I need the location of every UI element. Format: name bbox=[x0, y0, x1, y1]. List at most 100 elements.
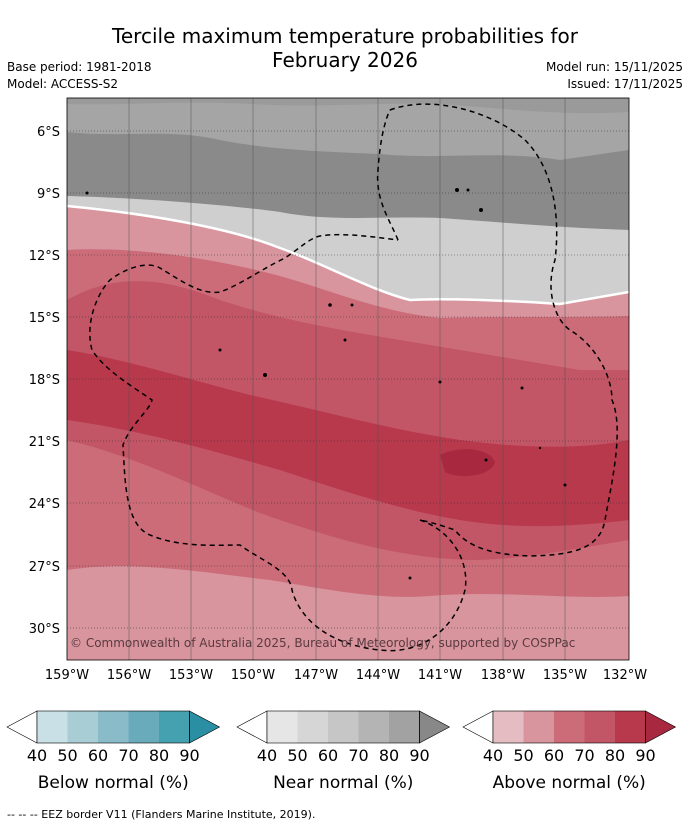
above-normal-bottom-light bbox=[67, 566, 629, 660]
colorbar-segment bbox=[358, 711, 389, 743]
colorbar-extend-low bbox=[462, 710, 494, 744]
map-title: Tercile maximum temperature probabilitie… bbox=[0, 24, 690, 72]
island bbox=[484, 458, 488, 462]
colorbar-extend-high bbox=[419, 710, 451, 744]
colorbar-label: Below normal (%) bbox=[38, 773, 189, 793]
map-frame bbox=[66, 97, 630, 661]
colorbar-below-normal: 40 50 60 70 80 90 Below normal (%) bbox=[6, 710, 221, 793]
island bbox=[85, 191, 89, 195]
lat-label: 24°S bbox=[29, 497, 60, 512]
above-normal-edge bbox=[67, 206, 629, 318]
colorbar-extend-low bbox=[6, 710, 38, 744]
meta-left: Base period: 1981-2018 Model: ACCESS-S2 bbox=[7, 59, 152, 93]
colorbar-tick: 80 bbox=[149, 746, 169, 765]
model-run: Model run: 15/11/2025 bbox=[545, 60, 683, 74]
above-normal-80-90 bbox=[67, 350, 629, 527]
near-normal-light-band bbox=[67, 196, 629, 304]
issued-date: Issued: 17/11/2025 bbox=[567, 77, 683, 91]
island bbox=[343, 338, 347, 342]
colorbar-tick: 80 bbox=[605, 746, 625, 765]
island bbox=[563, 483, 567, 487]
colorbar-label: Above normal (%) bbox=[493, 773, 646, 793]
colorbar-segment bbox=[493, 711, 524, 743]
colorbar-segment bbox=[523, 711, 554, 743]
lon-label: 147°W bbox=[294, 668, 338, 683]
colorbar-tick: 70 bbox=[348, 746, 368, 765]
island bbox=[328, 303, 332, 307]
colorbar-tick: 60 bbox=[318, 746, 338, 765]
colorbar-segment bbox=[297, 711, 328, 743]
lon-label: 159°W bbox=[45, 668, 89, 683]
colorbar-label: Near normal (%) bbox=[273, 773, 413, 793]
base-period: Base period: 1981-2018 bbox=[7, 60, 152, 74]
island bbox=[263, 373, 267, 377]
colorbar-segment bbox=[128, 711, 159, 743]
colorbar-tick: 70 bbox=[574, 746, 594, 765]
lon-label: 138°W bbox=[481, 668, 525, 683]
colorbar-tick: 60 bbox=[88, 746, 108, 765]
colorbar-segment bbox=[584, 711, 615, 743]
lon-label: 132°W bbox=[603, 668, 647, 683]
title-line-2: February 2026 bbox=[272, 48, 418, 72]
colorbar-tick: 80 bbox=[379, 746, 399, 765]
colorbar-segment bbox=[37, 711, 68, 743]
near-normal-dark-band bbox=[67, 132, 629, 230]
colorbar-extend-high bbox=[189, 710, 221, 744]
eez-border-north bbox=[376, 109, 399, 241]
lon-label: 135°W bbox=[543, 668, 587, 683]
colorbar-extend-low bbox=[236, 710, 268, 744]
island bbox=[350, 303, 354, 307]
colorbar-segment bbox=[267, 711, 298, 743]
lat-label: 12°S bbox=[29, 249, 60, 264]
colorbar-tick: 50 bbox=[57, 746, 77, 765]
lat-label: 30°S bbox=[29, 622, 60, 637]
lon-label: 150°W bbox=[231, 668, 275, 683]
colorbar-tick: 90 bbox=[635, 746, 655, 765]
lat-label: 6°S bbox=[37, 125, 60, 140]
colorbar-above-normal: 40 50 60 70 80 90 Above normal (%) bbox=[462, 710, 677, 793]
lon-label: 144°W bbox=[356, 668, 400, 683]
lat-label: 15°S bbox=[29, 311, 60, 326]
colorbar-tick: 40 bbox=[257, 746, 277, 765]
colorbar-segment bbox=[554, 711, 585, 743]
island bbox=[466, 188, 470, 192]
lat-label: 21°S bbox=[29, 435, 60, 450]
island bbox=[520, 386, 524, 390]
colorbar-segment bbox=[328, 711, 359, 743]
colorbar-segment bbox=[67, 711, 98, 743]
copyright-text: © Commonwealth of Australia 2025, Bureau… bbox=[70, 636, 575, 650]
colorbar-tick: 90 bbox=[179, 746, 199, 765]
colorbar-outline bbox=[36, 710, 190, 744]
lat-label: 18°S bbox=[29, 373, 60, 388]
colorbar-tick: 50 bbox=[513, 746, 533, 765]
colorbar-segment bbox=[98, 711, 129, 743]
island bbox=[479, 208, 483, 212]
title-line-1: Tercile maximum temperature probabilitie… bbox=[112, 24, 578, 48]
island bbox=[538, 446, 542, 450]
colorbar-extend-high bbox=[645, 710, 677, 744]
islands bbox=[85, 188, 567, 580]
colorbar-outline bbox=[492, 710, 646, 744]
eez-borders bbox=[89, 103, 618, 652]
above-normal-peak bbox=[440, 449, 495, 477]
lat-labels: 6°S 9°S 12°S 15°S 18°S 21°S 24°S 27°S 30… bbox=[29, 125, 60, 637]
eez-border-west bbox=[89, 233, 467, 652]
lon-label: 141°W bbox=[418, 668, 462, 683]
lon-labels: 159°W 156°W 153°W 150°W 147°W 144°W 141°… bbox=[45, 668, 647, 683]
meta-right: Model run: 15/11/2025 Issued: 17/11/2025 bbox=[546, 59, 683, 93]
colorbar-tick: 60 bbox=[544, 746, 564, 765]
grid-lines bbox=[67, 130, 629, 629]
lat-label: 9°S bbox=[37, 187, 60, 202]
colorbar-tick: 90 bbox=[409, 746, 429, 765]
grid-meridians bbox=[128, 98, 566, 660]
island bbox=[455, 188, 459, 192]
near-normal-top-band bbox=[67, 98, 629, 114]
colorbar-segment bbox=[389, 711, 420, 743]
colorbar-segment bbox=[159, 711, 190, 743]
colorbar-segment bbox=[615, 711, 646, 743]
eez-footnote: -- -- -- EEZ border V11 (Flanders Marine… bbox=[7, 808, 316, 821]
colorbar-tick: 50 bbox=[287, 746, 307, 765]
colorbar-tick: 70 bbox=[118, 746, 138, 765]
lat-label: 27°S bbox=[29, 560, 60, 575]
